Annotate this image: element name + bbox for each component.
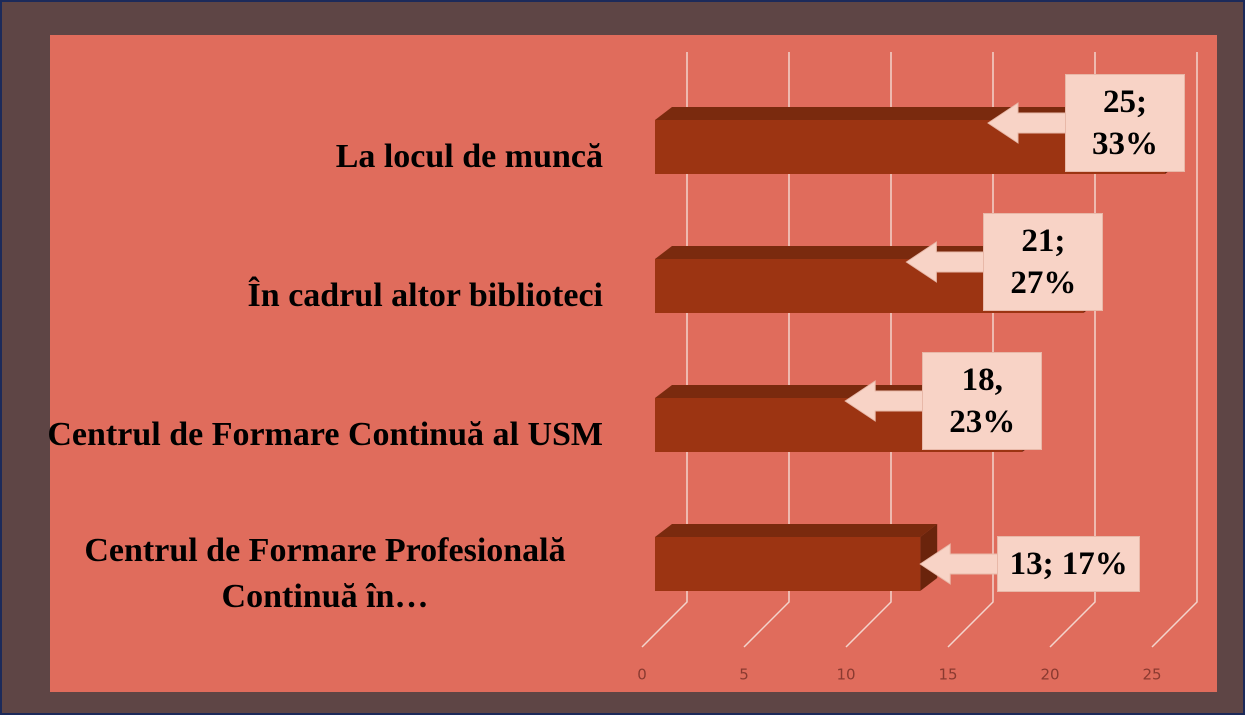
bar-top <box>655 524 938 537</box>
x-tick-label: 20 <box>1040 666 1059 684</box>
grid-line <box>845 52 892 648</box>
category-label: La locul de muncă <box>335 138 603 175</box>
data-label: 18, 23% <box>922 352 1043 450</box>
data-label: 13; 17% <box>997 536 1141 592</box>
data-label: 25; 33% <box>1065 74 1185 172</box>
grid-line <box>743 52 790 648</box>
x-tick-label: 5 <box>739 666 749 684</box>
x-tick-label: 0 <box>637 666 647 684</box>
bar-front <box>655 537 921 591</box>
category-label: În cadrul altor biblioteci <box>247 277 603 314</box>
x-tick-label: 10 <box>836 666 855 684</box>
category-label: Centrul de Formare Profesională Continuă… <box>84 532 566 615</box>
bar <box>655 524 938 591</box>
data-label: 21; 27% <box>983 213 1104 311</box>
x-tick-label: 15 <box>938 666 957 684</box>
bar-side <box>920 524 938 591</box>
grid-line <box>641 52 688 648</box>
grid-line <box>1151 52 1198 648</box>
x-tick-label: 25 <box>1142 666 1161 684</box>
category-label: Centrul de Formare Continuă al USM <box>47 416 603 453</box>
